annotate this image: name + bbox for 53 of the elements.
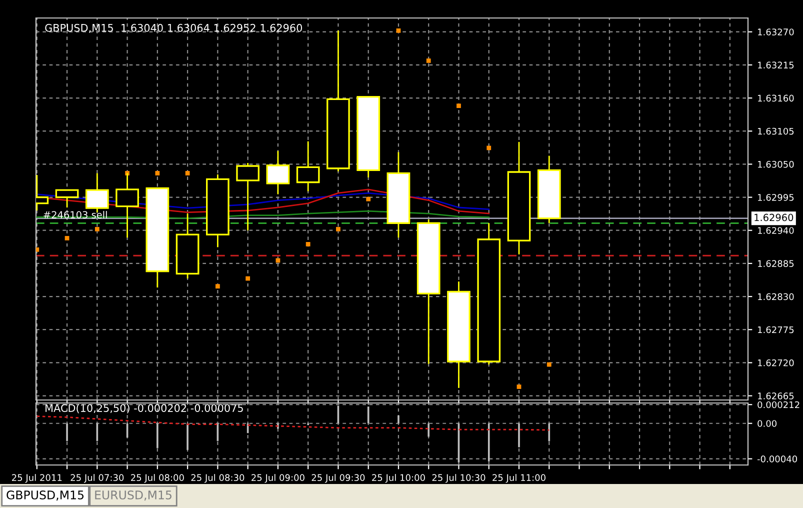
point — [94, 226, 100, 232]
candlestick — [266, 150, 290, 195]
x-tick-label: 25 Jul 09:00 — [252, 474, 304, 483]
point — [336, 226, 340, 232]
y-tick-label: 1.63160 — [758, 94, 794, 102]
y-tick-label: 1.63050 — [758, 160, 794, 168]
x-tick-label: 25 Jul 2011 — [12, 474, 62, 483]
point — [185, 171, 190, 176]
point — [516, 384, 522, 389]
x-tick-label: 25 Jul 10:30 — [432, 474, 486, 483]
y-tick-label: 1.63215 — [758, 62, 794, 68]
y-tick-label: 1.62995 — [758, 194, 794, 201]
x-tick-label: 25 Jul 11:00 — [492, 474, 546, 483]
x-tick-label: 25 Jul 08:30 — [191, 474, 244, 483]
candlestick — [116, 172, 139, 238]
x-tick-label: 25 Jul 09:30 — [312, 474, 365, 483]
candlestick — [296, 140, 320, 192]
line-series — [36, 416, 550, 431]
ref-line-label: 1.62960 — [754, 214, 794, 222]
chart-title: MACD(10,25,50) -0.000202 -0.000075 — [46, 404, 243, 414]
point — [246, 276, 250, 281]
point — [486, 146, 492, 150]
point — [456, 104, 461, 108]
y-tick-label: -0.00040 — [757, 456, 798, 462]
point — [276, 258, 280, 263]
candlestick — [236, 162, 260, 232]
x-tick-label: 25 Jul 10:00 — [372, 474, 425, 483]
y-tick-label: 1.63105 — [758, 128, 794, 135]
y-tick-label: 1.62775 — [758, 326, 794, 334]
point — [396, 28, 401, 33]
y-tick-label: 1.62665 — [758, 392, 794, 400]
x-tick-label: 25 Jul 07:30 — [70, 474, 124, 483]
y-tick-label: 1.63270 — [758, 28, 794, 36]
y-tick-label: 0.00 — [758, 420, 777, 427]
x-tick-label: 25 Jul 08:00 — [131, 474, 184, 483]
point — [215, 284, 220, 288]
text: EURUSD,M15 — [95, 490, 172, 501]
y-tick-label: 0.000212 — [758, 401, 800, 408]
point — [366, 196, 371, 202]
y-tick-label: 1.62830 — [758, 293, 794, 300]
point — [306, 242, 310, 246]
y-tick-label: 1.62940 — [758, 227, 794, 234]
point — [155, 171, 160, 176]
y-tick-label: 1.62885 — [758, 260, 794, 267]
point — [426, 58, 431, 63]
point — [546, 362, 552, 367]
point — [36, 247, 40, 252]
y-tick-label: 1.62720 — [758, 359, 794, 366]
text: GBPUSD,M15 — [6, 490, 84, 501]
candlestick — [55, 189, 79, 208]
chart-title: GBPUSD,M15 1.63040 1.63064 1.62952 1.62960 — [45, 24, 302, 33]
point — [64, 236, 70, 240]
ref-line-label: #246103 sell — [44, 210, 107, 218]
